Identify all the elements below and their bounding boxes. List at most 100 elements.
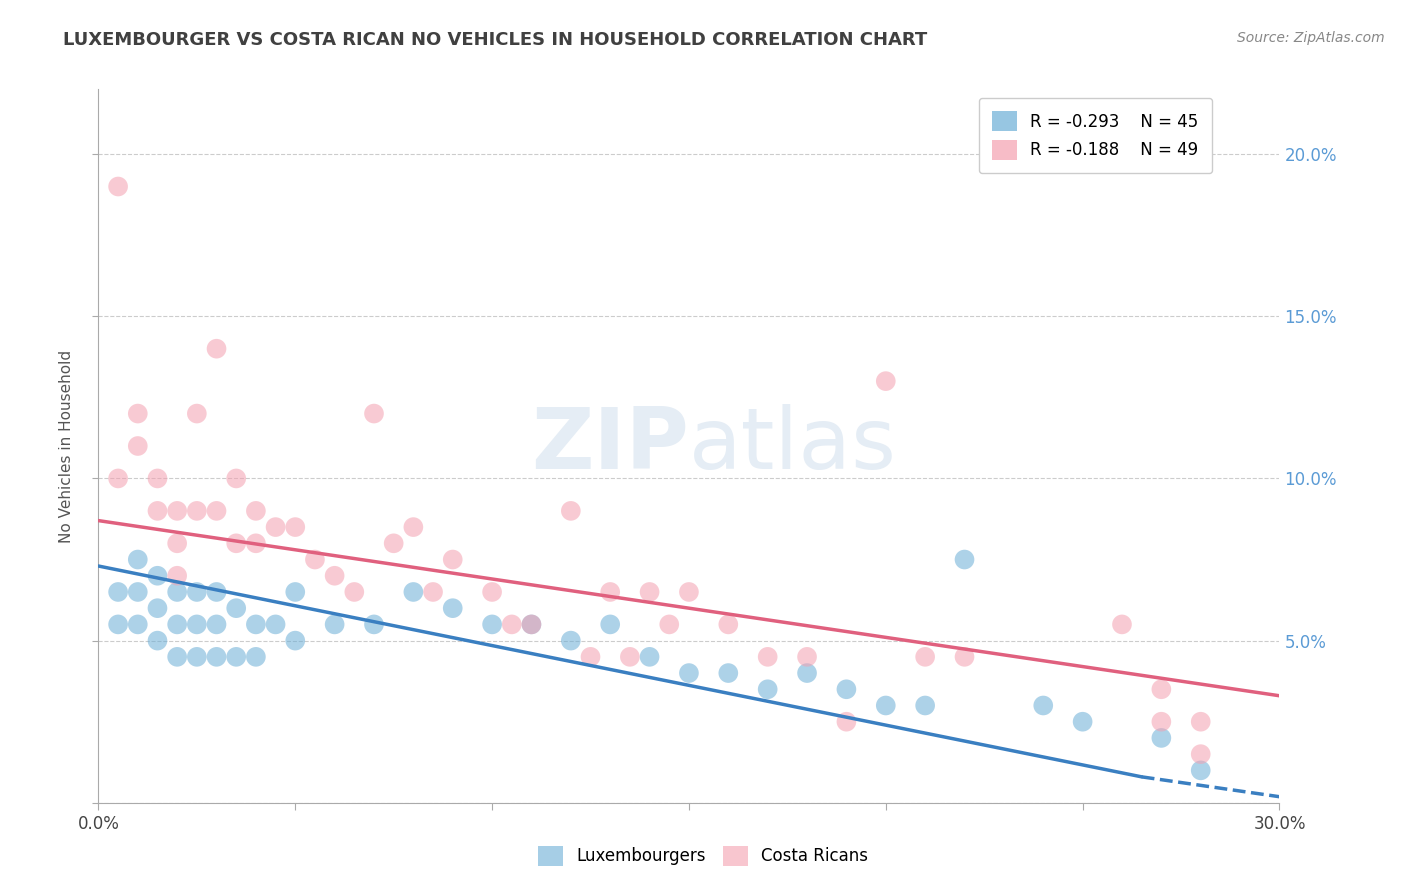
Point — [501, 617, 523, 632]
Point — [1150, 682, 1173, 697]
Point — [146, 471, 169, 485]
Point — [127, 617, 149, 632]
Point — [186, 407, 208, 421]
Point — [441, 552, 464, 566]
Point — [1150, 731, 1173, 745]
Point — [717, 666, 740, 681]
Point — [402, 520, 425, 534]
Point — [264, 520, 287, 534]
Point — [363, 617, 385, 632]
Point — [205, 649, 228, 664]
Point — [402, 585, 425, 599]
Point — [166, 585, 188, 599]
Point — [245, 504, 267, 518]
Point — [678, 585, 700, 599]
Point — [796, 666, 818, 681]
Point — [599, 585, 621, 599]
Point — [245, 536, 267, 550]
Point — [127, 552, 149, 566]
Point — [1150, 714, 1173, 729]
Point — [146, 504, 169, 518]
Point — [343, 585, 366, 599]
Point — [225, 536, 247, 550]
Point — [107, 471, 129, 485]
Text: LUXEMBOURGER VS COSTA RICAN NO VEHICLES IN HOUSEHOLD CORRELATION CHART: LUXEMBOURGER VS COSTA RICAN NO VEHICLES … — [63, 31, 928, 49]
Legend: Luxembourgers, Costa Ricans: Luxembourgers, Costa Ricans — [524, 832, 882, 880]
Point — [914, 649, 936, 664]
Point — [914, 698, 936, 713]
Point — [323, 568, 346, 582]
Point — [363, 407, 385, 421]
Point — [205, 342, 228, 356]
Y-axis label: No Vehicles in Household: No Vehicles in Household — [59, 350, 75, 542]
Point — [166, 568, 188, 582]
Point — [146, 568, 169, 582]
Text: atlas: atlas — [689, 404, 897, 488]
Point — [225, 649, 247, 664]
Point — [717, 617, 740, 632]
Point — [284, 633, 307, 648]
Point — [107, 585, 129, 599]
Point — [1032, 698, 1054, 713]
Point — [796, 649, 818, 664]
Point — [323, 617, 346, 632]
Point — [186, 649, 208, 664]
Point — [658, 617, 681, 632]
Point — [1071, 714, 1094, 729]
Point — [953, 649, 976, 664]
Point — [166, 649, 188, 664]
Point — [146, 601, 169, 615]
Point — [481, 617, 503, 632]
Point — [520, 617, 543, 632]
Point — [619, 649, 641, 664]
Point — [205, 617, 228, 632]
Point — [638, 585, 661, 599]
Point — [205, 585, 228, 599]
Point — [579, 649, 602, 664]
Point — [166, 504, 188, 518]
Point — [520, 617, 543, 632]
Point — [382, 536, 405, 550]
Point — [107, 617, 129, 632]
Text: Source: ZipAtlas.com: Source: ZipAtlas.com — [1237, 31, 1385, 45]
Point — [284, 520, 307, 534]
Point — [1189, 747, 1212, 761]
Point — [953, 552, 976, 566]
Point — [560, 633, 582, 648]
Point — [756, 682, 779, 697]
Point — [835, 682, 858, 697]
Point — [284, 585, 307, 599]
Point — [1111, 617, 1133, 632]
Point — [441, 601, 464, 615]
Point — [127, 439, 149, 453]
Point — [560, 504, 582, 518]
Point — [205, 504, 228, 518]
Point — [186, 504, 208, 518]
Point — [599, 617, 621, 632]
Point — [245, 617, 267, 632]
Point — [304, 552, 326, 566]
Point — [146, 633, 169, 648]
Point — [875, 374, 897, 388]
Point — [186, 617, 208, 632]
Point — [875, 698, 897, 713]
Point — [638, 649, 661, 664]
Point — [1189, 764, 1212, 778]
Point — [225, 601, 247, 615]
Point — [422, 585, 444, 599]
Legend: R = -0.293    N = 45, R = -0.188    N = 49: R = -0.293 N = 45, R = -0.188 N = 49 — [979, 97, 1212, 173]
Point — [225, 471, 247, 485]
Point — [1189, 714, 1212, 729]
Point — [127, 585, 149, 599]
Point — [678, 666, 700, 681]
Point — [264, 617, 287, 632]
Point — [166, 617, 188, 632]
Point — [756, 649, 779, 664]
Point — [107, 179, 129, 194]
Point — [245, 649, 267, 664]
Point — [481, 585, 503, 599]
Point — [835, 714, 858, 729]
Point — [186, 585, 208, 599]
Point — [166, 536, 188, 550]
Text: ZIP: ZIP — [531, 404, 689, 488]
